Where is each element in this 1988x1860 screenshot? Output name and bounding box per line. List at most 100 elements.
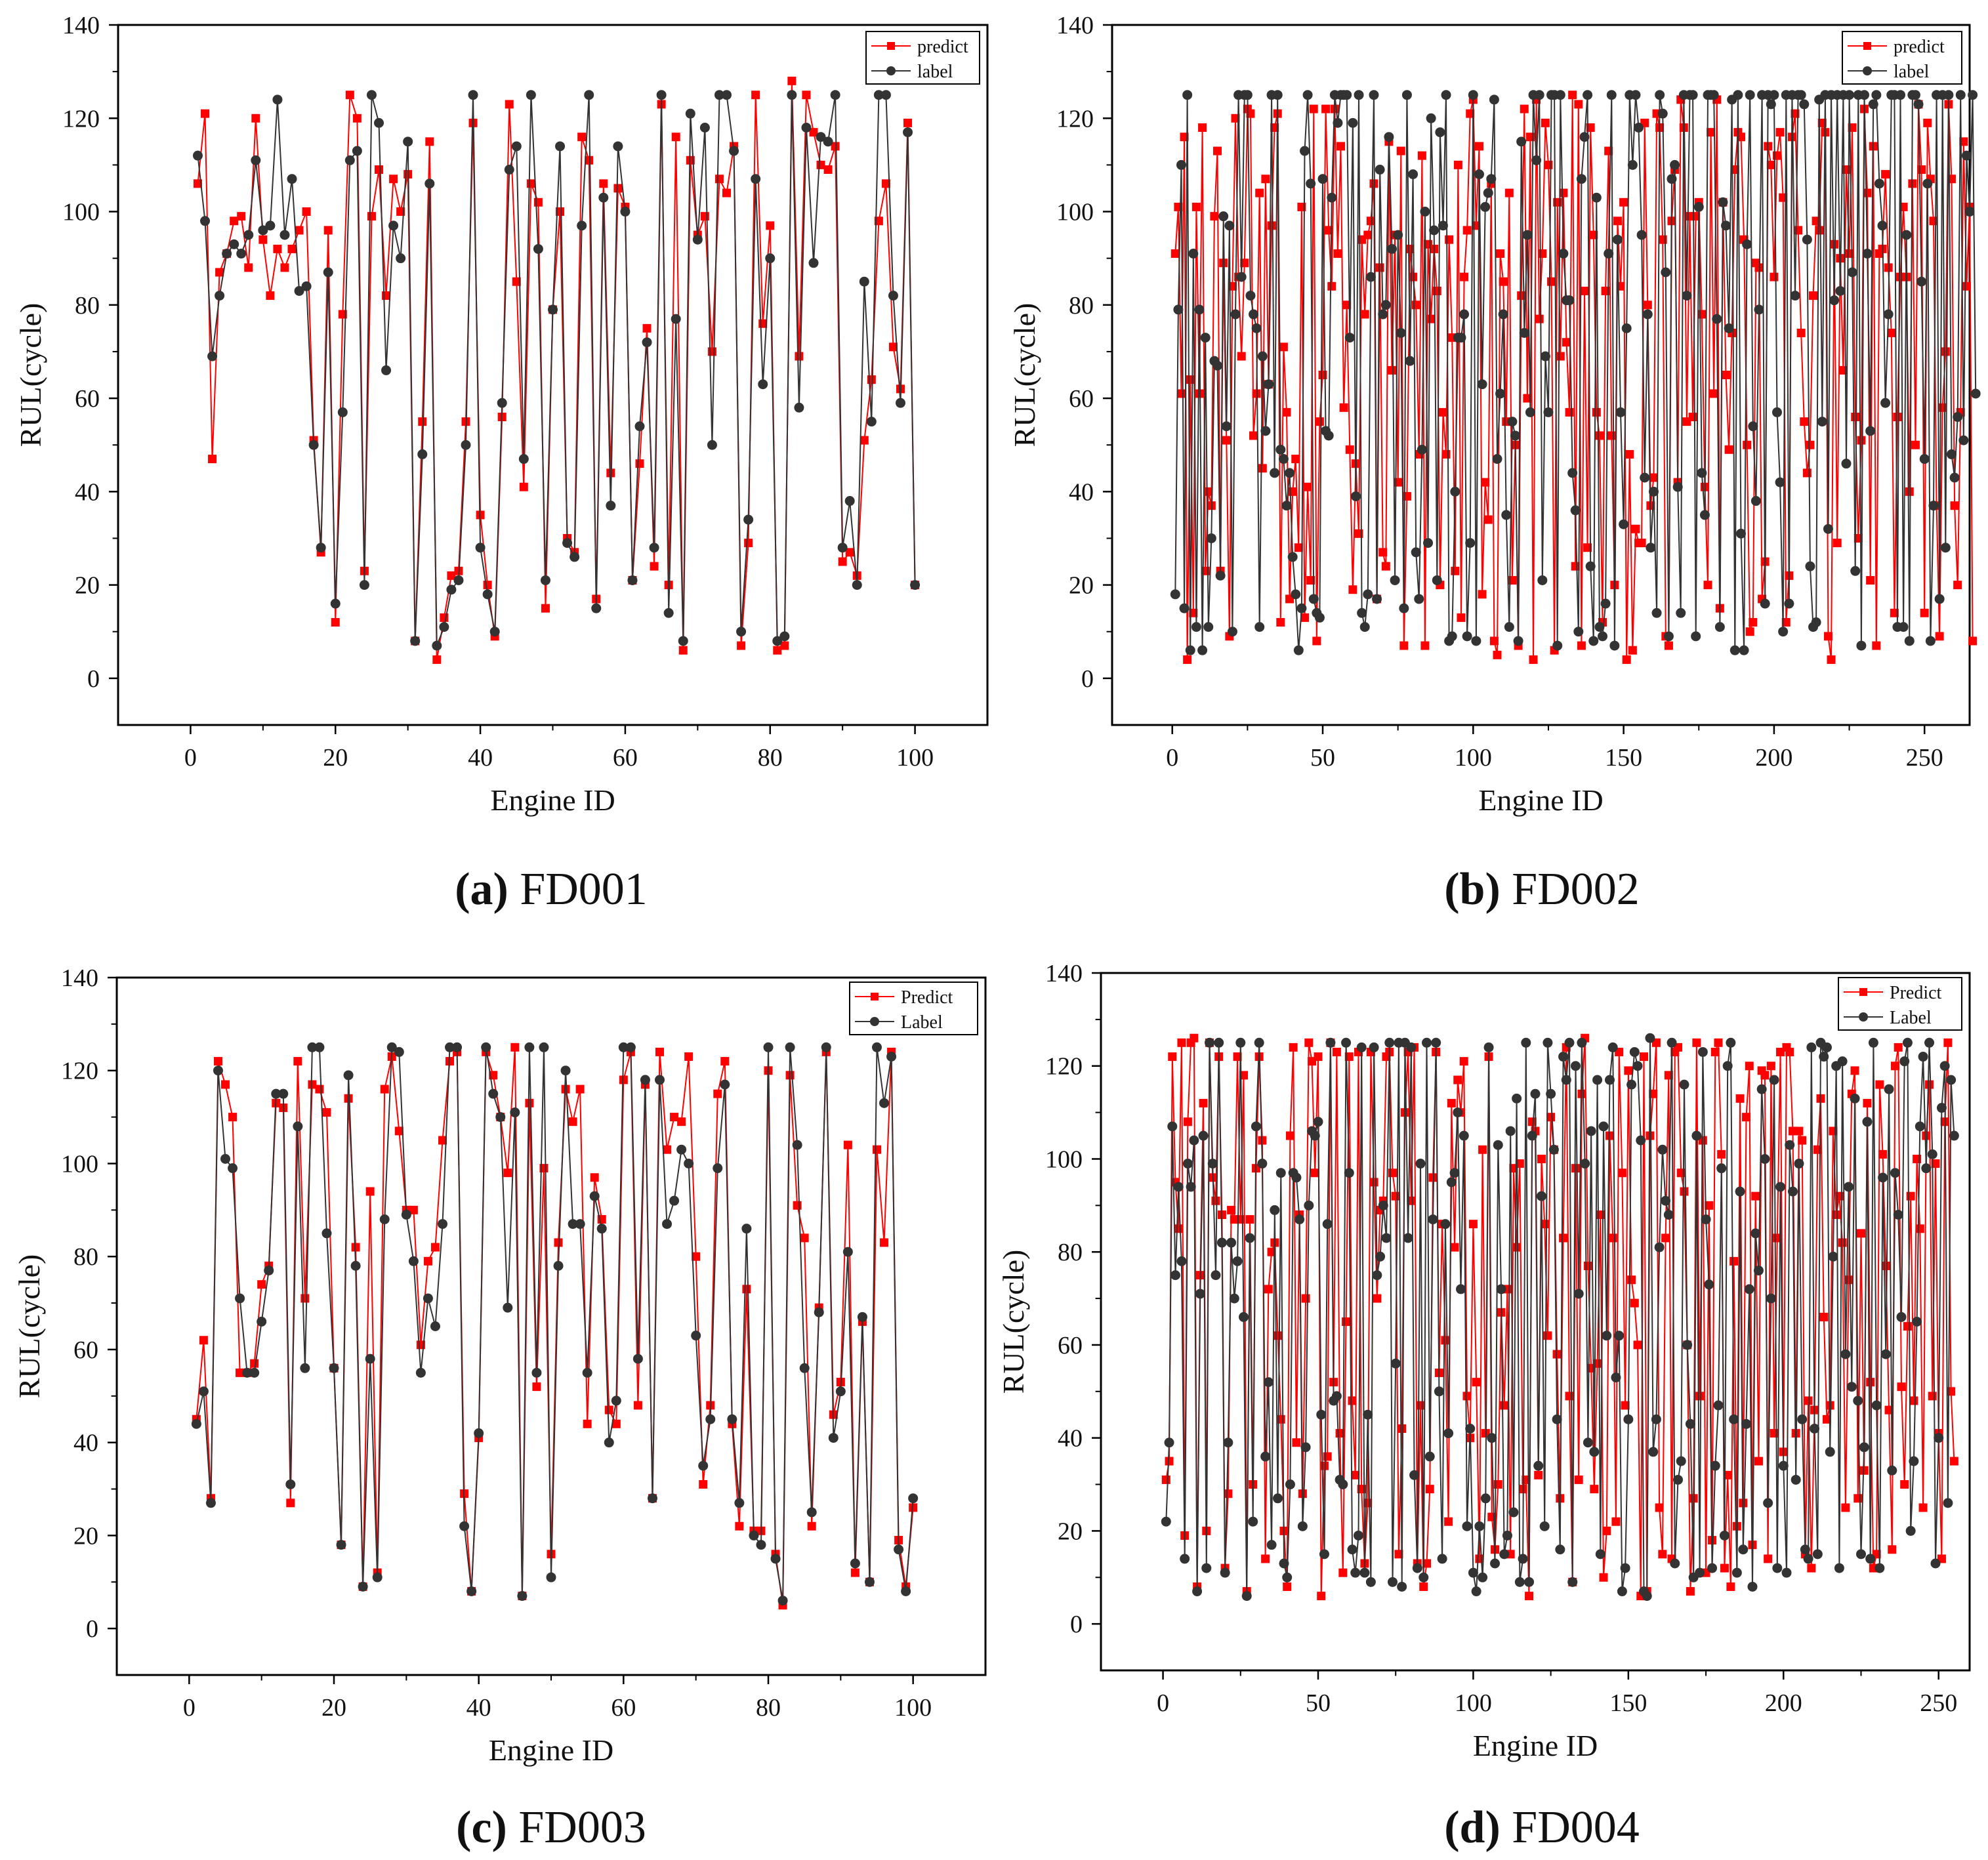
point-label bbox=[1180, 1554, 1190, 1564]
point-label bbox=[1657, 108, 1668, 119]
point-predict bbox=[1602, 1526, 1611, 1535]
point-label bbox=[1344, 333, 1355, 343]
point-label bbox=[1435, 127, 1445, 138]
point-label bbox=[1514, 1577, 1525, 1587]
point-predict bbox=[1183, 655, 1192, 664]
point-predict bbox=[1809, 291, 1818, 300]
point-predict bbox=[1749, 618, 1758, 627]
point-label bbox=[1249, 309, 1259, 320]
point-label bbox=[1607, 1042, 1618, 1052]
point-predict bbox=[1315, 417, 1324, 426]
point-predict bbox=[1720, 1563, 1729, 1573]
point-predict bbox=[352, 114, 362, 123]
point-label bbox=[1636, 230, 1647, 240]
point-label bbox=[1912, 1317, 1922, 1327]
point-label bbox=[1173, 1182, 1184, 1192]
y-tick-label: 0 bbox=[87, 665, 100, 693]
legend-marker-predict bbox=[1863, 42, 1871, 50]
point-label bbox=[1293, 645, 1304, 655]
point-label bbox=[1949, 472, 1960, 483]
point-label bbox=[1621, 323, 1632, 333]
point-label bbox=[743, 514, 754, 525]
point-predict bbox=[1333, 249, 1342, 258]
point-predict bbox=[1237, 352, 1246, 361]
point-predict bbox=[1866, 575, 1875, 585]
point-label bbox=[1235, 1037, 1246, 1048]
point-label bbox=[316, 543, 326, 553]
point-predict bbox=[1794, 1126, 1804, 1136]
point-label bbox=[1424, 1451, 1435, 1462]
point-label bbox=[1760, 1153, 1770, 1164]
point-label bbox=[1591, 192, 1602, 203]
point-label bbox=[358, 1581, 368, 1592]
point-predict bbox=[845, 548, 854, 557]
point-label bbox=[1278, 454, 1289, 465]
point-label bbox=[366, 90, 377, 100]
point-label bbox=[1939, 1061, 1950, 1071]
point-predict bbox=[590, 1173, 599, 1182]
point-label bbox=[1492, 454, 1502, 465]
point-predict bbox=[425, 137, 434, 146]
point-predict bbox=[1245, 1215, 1254, 1224]
point-label bbox=[379, 1214, 390, 1225]
point-label bbox=[1236, 272, 1247, 282]
point-predict bbox=[1953, 581, 1962, 590]
point-label bbox=[852, 580, 862, 590]
point-predict bbox=[1743, 440, 1752, 449]
point-predict bbox=[1559, 188, 1568, 197]
x-tick-label: 150 bbox=[1605, 744, 1642, 772]
point-label bbox=[1634, 122, 1644, 133]
legend-label-label: Label bbox=[901, 1012, 943, 1033]
point-label bbox=[1510, 430, 1521, 441]
point-label bbox=[359, 580, 369, 590]
point-label bbox=[1699, 510, 1710, 520]
point-predict bbox=[1872, 641, 1881, 650]
point-label bbox=[1570, 505, 1581, 516]
point-label bbox=[1726, 1037, 1736, 1048]
point-label bbox=[1543, 407, 1554, 417]
point-label bbox=[910, 580, 921, 590]
point-label bbox=[1260, 1451, 1271, 1462]
point-label bbox=[294, 285, 304, 296]
point-label bbox=[423, 1293, 433, 1304]
point-label bbox=[1333, 117, 1343, 128]
point-predict bbox=[737, 641, 746, 650]
point-label bbox=[1742, 239, 1752, 249]
point-predict bbox=[1428, 1173, 1438, 1182]
point-predict bbox=[1525, 1592, 1534, 1601]
point-predict bbox=[1911, 440, 1920, 449]
point-label bbox=[1533, 1460, 1544, 1471]
point-predict bbox=[655, 1047, 664, 1056]
point-label bbox=[1567, 468, 1578, 478]
point-label bbox=[1223, 1437, 1233, 1448]
point-label bbox=[1604, 249, 1614, 259]
point-predict bbox=[1199, 1098, 1208, 1107]
point-label bbox=[873, 90, 884, 100]
y-tick-label: 40 bbox=[1069, 478, 1094, 506]
point-label bbox=[618, 1042, 629, 1052]
point-label bbox=[1905, 1525, 1916, 1536]
point-label bbox=[191, 1418, 201, 1429]
point-label bbox=[1844, 1182, 1854, 1192]
point-predict bbox=[1342, 1317, 1351, 1326]
point-predict bbox=[1707, 128, 1716, 137]
point-label bbox=[1856, 1549, 1866, 1560]
point-label bbox=[816, 132, 826, 142]
point-label bbox=[1769, 90, 1779, 100]
point-label bbox=[1710, 1460, 1720, 1471]
point-predict bbox=[541, 604, 550, 613]
point-label bbox=[613, 141, 623, 152]
point-label bbox=[1308, 594, 1319, 604]
point-predict bbox=[1186, 375, 1195, 384]
point-label bbox=[1915, 1121, 1925, 1132]
point-predict bbox=[1705, 1201, 1714, 1210]
point-predict bbox=[250, 1359, 259, 1368]
point-predict bbox=[423, 1256, 432, 1266]
point-label bbox=[531, 1367, 542, 1378]
point-label bbox=[1453, 1107, 1463, 1118]
point-label bbox=[1672, 482, 1683, 492]
point-label bbox=[459, 1521, 470, 1531]
point-label bbox=[1871, 90, 1882, 100]
point-label bbox=[417, 449, 428, 459]
point-label bbox=[560, 1065, 571, 1076]
